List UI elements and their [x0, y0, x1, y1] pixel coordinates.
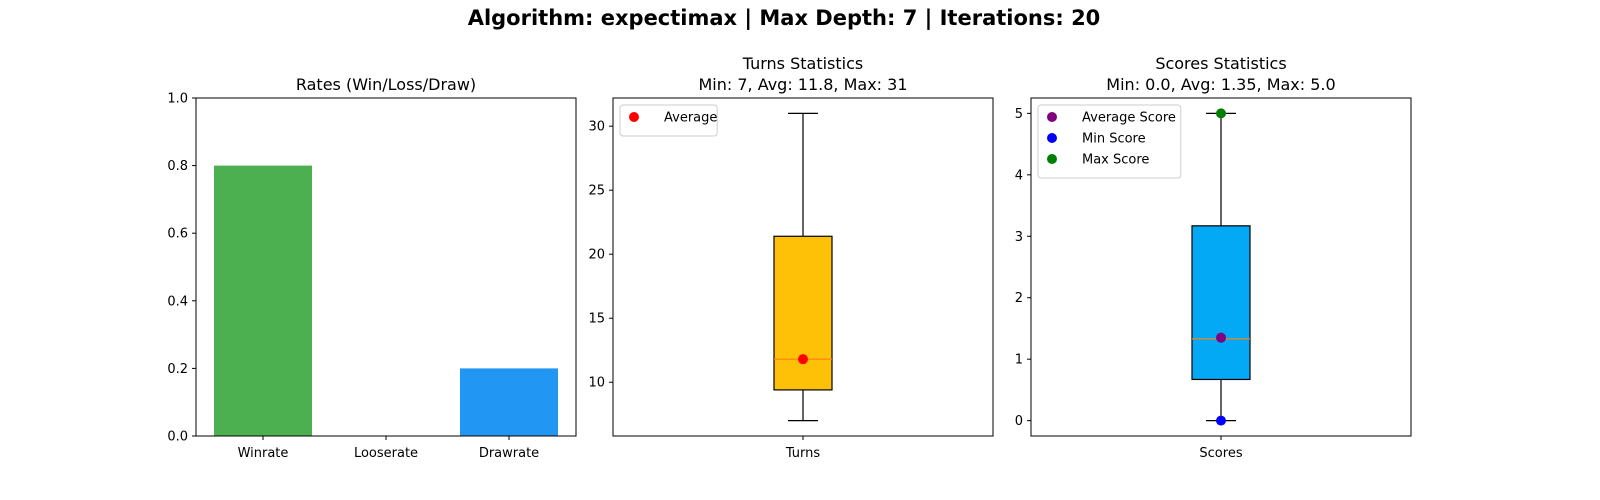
legend-label: Average [664, 111, 717, 126]
scores-chart: Scores Statistics Min: 0.0, Avg: 1.35, M… [1015, 54, 1412, 461]
point-average [798, 354, 808, 365]
bar-winrate [214, 165, 312, 436]
suptitle: Algorithm: expectimax | Max Depth: 7 | I… [468, 6, 1101, 31]
y-tick-label: 2 [1015, 291, 1023, 306]
y-tick-label: 5 [1015, 107, 1023, 122]
x-tick-label: Turns [785, 446, 821, 461]
turns-plot-area: 10 15 20 25 30 Turns [588, 112, 833, 461]
y-tick-label: 0.0 [167, 430, 188, 445]
rates-plot-area: Winrate Looserate Drawrate 0.0 0.2 0.4 0.6 0.8 1… [167, 92, 558, 461]
x-tick-label: Drawrate [479, 446, 539, 461]
scores-chart-subtitle: Min: 0.0, Avg: 1.35, Max: 5.0 [1106, 75, 1335, 94]
point-max-score [1216, 108, 1226, 119]
x-tick-label: Scores [1199, 446, 1242, 461]
y-tick-label: 0.4 [167, 294, 188, 309]
scores-legend: Average Score Min Score Max Score [1037, 104, 1182, 179]
y-tick-label: 3 [1015, 230, 1023, 245]
legend-label: Min Score [1082, 132, 1146, 147]
y-tick-label: 0.8 [167, 159, 188, 174]
box [773, 235, 833, 391]
scores-plot-area: 0 1 2 3 4 5 Scores [1015, 107, 1251, 461]
y-tick-label: 25 [588, 184, 605, 199]
rates-chart: Rates (Win/Loss/Draw) Winrate Looserate Dr… [167, 75, 577, 461]
y-tick-label: 0.2 [167, 362, 188, 377]
legend-box [1037, 104, 1182, 179]
y-tick-label: 15 [588, 312, 605, 327]
bar-drawrate [460, 368, 558, 436]
legend-marker [1047, 133, 1057, 143]
legend-marker [629, 112, 639, 122]
legend-box [619, 104, 718, 137]
y-tick-label: 0.6 [167, 227, 188, 242]
turns-axes-frame [612, 97, 994, 437]
y-tick-label: 30 [588, 120, 605, 135]
y-tick-label: 4 [1015, 168, 1023, 183]
turns-legend: Average [619, 104, 718, 137]
x-tick-label: Looserate [354, 446, 418, 461]
y-tick-label: 0 [1015, 414, 1023, 429]
scores-chart-title: Scores Statistics [1155, 54, 1286, 73]
y-tick-label: 1.0 [167, 92, 188, 107]
rates-axes-frame [195, 97, 577, 437]
y-tick-label: 10 [588, 376, 605, 391]
rates-chart-title: Rates (Win/Loss/Draw) [296, 75, 476, 94]
legend-label: Average Score [1082, 111, 1176, 126]
point-min-score [1216, 415, 1226, 426]
scores-axes-frame [1030, 97, 1412, 437]
x-tick-label: Winrate [238, 446, 289, 461]
y-tick-label: 20 [588, 248, 605, 263]
legend-marker [1047, 154, 1057, 164]
legend-marker [1047, 112, 1057, 122]
box [1191, 225, 1251, 381]
point-average-score [1216, 332, 1226, 343]
y-tick-label: 1 [1015, 353, 1023, 368]
turns-chart-title: Turns Statistics [742, 54, 863, 73]
turns-chart-subtitle: Min: 7, Avg: 11.8, Max: 31 [698, 75, 907, 94]
turns-chart: Turns Statistics Min: 7, Avg: 11.8, Max:… [588, 54, 994, 461]
legend-label: Max Score [1082, 153, 1149, 168]
